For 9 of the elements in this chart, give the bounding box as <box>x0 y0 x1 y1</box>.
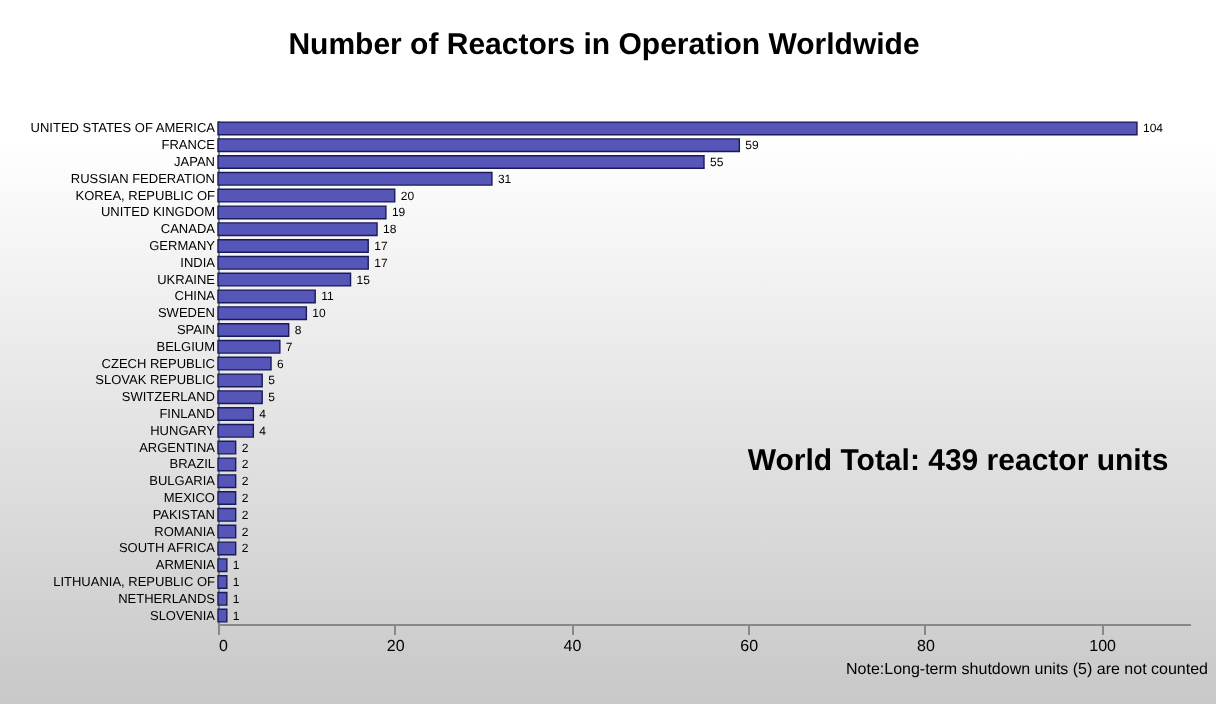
chart-title: Number of Reactors in Operation Worldwide <box>288 28 920 62</box>
x-tick-label: 80 <box>917 637 936 655</box>
x-tick-label: 40 <box>563 637 583 655</box>
text: Note:Long-term shutdown units (5) are not counted <box>846 660 1208 678</box>
annotation: World Total: 439 reactor units <box>747 444 1169 478</box>
x-tick-label: 60 <box>740 637 760 655</box>
x-tick-label: 0 <box>219 637 229 655</box>
x-tick-label: 20 <box>386 637 406 655</box>
x-tick-label: 100 <box>1089 637 1118 655</box>
